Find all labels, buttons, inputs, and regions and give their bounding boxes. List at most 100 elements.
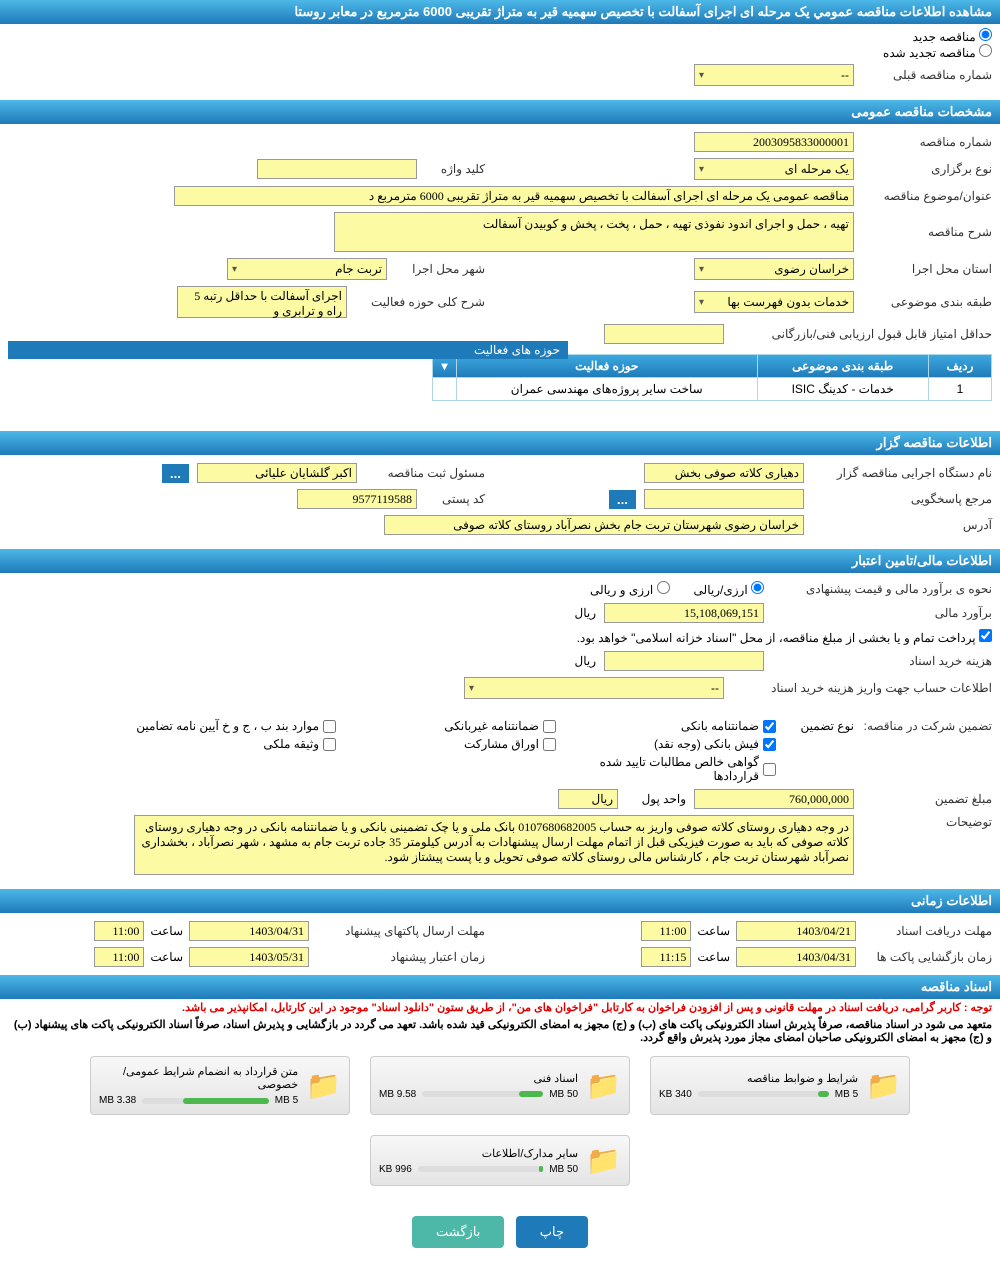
bid-deadline-time[interactable]: 11:00 [94,921,144,941]
file-box[interactable]: 📁 اسناد فنی 50 MB 9.58 MB [370,1056,630,1115]
bid-deadline-label: مهلت ارسال پاکتهای پیشنهاد [315,924,485,938]
cell-cat: خدمات - کدینگ ISIC [757,378,928,401]
chevron-down-icon: ▾ [232,264,237,275]
responsible-lookup-button[interactable]: ... [162,464,189,483]
postal-label: کد پستی [425,492,485,506]
section-organizer-header: اطلاعات مناقصه گزار [0,431,1000,455]
city-select[interactable]: تربت جام ▾ [227,258,387,280]
answer-ref-lookup-button[interactable]: ... [609,490,636,509]
file-name: سایر مدارک/اطلاعات [379,1147,578,1160]
file-name: اسناد فنی [379,1072,578,1085]
file-cap: 5 MB [835,1089,858,1100]
file-name: متن قرارداد به انضمام شرایط عمومی/خصوصی [99,1065,298,1091]
guarantee-checkbox-2[interactable] [323,720,336,733]
province-select[interactable]: خراسان رضوی ▾ [694,258,854,280]
main-title: مشاهده اطلاعات مناقصه عمومي یک مرحله ای … [0,0,1000,24]
guarantee-option: فیش بانکی (وجه نقد) [576,737,776,751]
radio-renewal[interactable] [979,44,992,57]
doc-receive-time[interactable]: 11:00 [641,921,691,941]
min-score-input[interactable] [604,324,724,344]
file-size: 340 KB [659,1089,692,1100]
chevron-down-icon: ▾ [699,70,704,81]
radio-renewal-label: مناقصه تجدید شده [883,46,976,60]
section-organizer-body: نام دستگاه اجرایی مناقصه گزار دهیاری کلا… [0,455,1000,549]
notes-label: توضیحات [862,815,992,829]
radio-rial-label: ارزی/ریالی [694,583,748,597]
doc-receive-date[interactable]: 1403/04/21 [736,921,856,941]
category-value: خدمات بدون فهرست بها [727,295,849,309]
org-name: دهیاری کلاته صوفی بخش [644,463,804,483]
amount: 760,000,000 [694,789,854,809]
address-label: آدرس [812,518,992,532]
prev-number-value: -- [841,68,849,82]
cell-idx: 1 [928,378,991,401]
account-info-label: اطلاعات حساب جهت واریز هزینه خرید اسناد [732,681,992,695]
validity-label: زمان اعتبار پیشنهاد [315,950,485,964]
guarantee-label: ضمانتنامه بانکی [681,719,759,733]
currency-rial: ریال [574,606,596,620]
guarantee-checkbox-6[interactable] [763,763,776,776]
payment-note: پرداخت تمام و یا بخشی از مبلغ مناقصه، از… [577,631,976,645]
desc-label: شرح مناقصه [862,225,992,239]
address: خراسان رضوی شهرستان تربت جام بخش نصرآباد… [384,515,804,535]
org-name-label: نام دستگاه اجرایی مناقصه گزار [812,466,992,480]
file-cap: 50 MB [549,1164,578,1175]
file-box[interactable]: 📁 شرایط و ضوابط مناقصه 5 MB 340 KB [650,1056,910,1115]
opening-time[interactable]: 11:15 [641,947,691,967]
guarantee-checkbox-1[interactable] [543,720,556,733]
account-info-value: -- [711,681,719,695]
section-general-body: شماره مناقصه 2003095833000001 نوع برگزار… [0,124,1000,431]
amount-label: مبلغ تضمین [862,792,992,806]
estimate-method-label: نحوه ی برآورد مالی و قیمت پیشنهادی [772,582,992,596]
col-category: طبقه بندی موضوعی [757,355,928,378]
scope-input[interactable]: اجرای آسفالت با حداقل رتبه 5 راه و ترابر… [177,286,347,318]
guarantee-grid: ضمانتنامه بانکیضمانتنامه غیربانکیموارد ب… [136,719,776,783]
chevron-down-icon: ▾ [699,264,704,275]
activity-table-title: حوزه های فعالیت [8,341,568,359]
opening-date[interactable]: 1403/04/31 [736,947,856,967]
section-docs-header: اسناد مناقصه [0,975,1000,999]
guarantee-checkbox-3[interactable] [763,738,776,751]
folder-icon: 📁 [586,1069,621,1102]
type-label: نوع تضمین [784,719,854,733]
section-general-header: مشخصات مناقصه عمومی [0,100,1000,124]
province-value: خراسان رضوی [774,262,849,276]
button-row: چاپ بازگشت [0,1196,1000,1268]
guarantee-checkbox-0[interactable] [763,720,776,733]
category-select[interactable]: خدمات بدون فهرست بها ▾ [694,291,854,313]
payment-note-checkbox[interactable] [979,629,992,642]
notes[interactable]: در وجه دهیاری روستای کلاته صوفی واریز به… [134,815,854,875]
col-row: ردیف [928,355,991,378]
desc-textarea[interactable]: تهیه ، حمل و اجرای اندود نفوذی تهیه ، حم… [334,212,854,252]
account-info-select[interactable]: -- ▾ [464,677,724,699]
guarantee-option: ضمانتنامه غیربانکی [356,719,556,733]
radio-new-label: مناقصه جدید [913,30,976,44]
file-box[interactable]: 📁 متن قرارداد به انضمام شرایط عمومی/خصوص… [90,1056,350,1115]
validity-time[interactable]: 11:00 [94,947,144,967]
answer-ref[interactable] [644,489,804,509]
subject-input[interactable]: مناقصه عمومی یک مرحله ای اجرای آسفالت با… [174,186,854,206]
radio-new[interactable] [979,28,992,41]
chevron-down-icon: ▾ [699,297,704,308]
chevron-down-icon: ▾ [699,164,704,175]
holding-type-label: نوع برگزاری [862,162,992,176]
radio-rial[interactable] [751,581,764,594]
prev-number-select[interactable]: -- ▾ [694,64,854,86]
file-grid: 📁 شرایط و ضوابط مناقصه 5 MB 340 KB 📁 اسن… [0,1046,1000,1196]
validity-date[interactable]: 1403/05/31 [189,947,309,967]
radio-arz[interactable] [657,581,670,594]
city-label: شهر محل اجرا [395,262,485,276]
doc-fee[interactable] [604,651,764,671]
back-button[interactable]: بازگشت [412,1216,504,1248]
min-score-label: حداقل امتیاز قابل قبول ارزیابی فنی/بازرگ… [732,327,992,341]
scope-label: شرح کلی حوزه فعالیت [355,295,485,309]
estimate-label: برآورد مالی [772,606,992,620]
print-button[interactable]: چاپ [516,1216,588,1248]
guarantee-label: اوراق مشارکت [464,737,539,751]
holding-type-select[interactable]: یک مرحله ای ▾ [694,158,854,180]
guarantee-checkbox-4[interactable] [543,738,556,751]
guarantee-checkbox-5[interactable] [323,738,336,751]
file-box[interactable]: 📁 سایر مدارک/اطلاعات 50 MB 996 KB [370,1135,630,1186]
bid-deadline-date[interactable]: 1403/04/31 [189,921,309,941]
keyword-input[interactable] [257,159,417,179]
